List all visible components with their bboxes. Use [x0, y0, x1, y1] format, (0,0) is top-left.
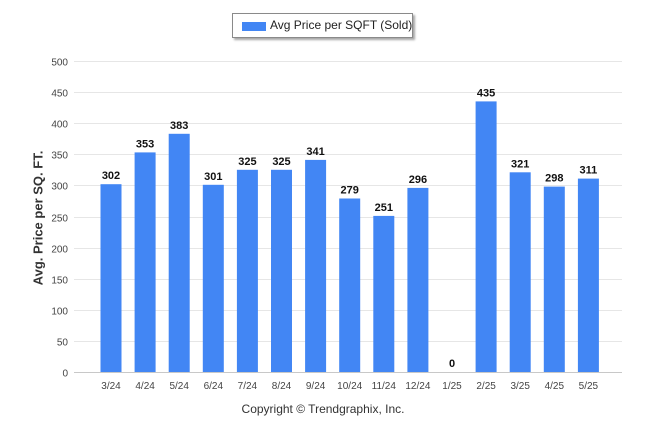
y-tick-label: 50 — [57, 338, 69, 349]
data-label: 0 — [449, 358, 455, 370]
data-label: 341 — [306, 146, 324, 158]
bar[interactable] — [475, 101, 497, 373]
data-label: 325 — [272, 156, 290, 168]
x-tick-label: 2/25 — [476, 381, 496, 392]
y-tick-label: 350 — [51, 151, 68, 162]
bar[interactable] — [271, 169, 292, 372]
bar[interactable] — [134, 152, 156, 372]
data-label: 301 — [204, 171, 222, 183]
data-label: 311 — [580, 165, 598, 177]
bar[interactable] — [168, 133, 190, 372]
bar[interactable] — [373, 215, 395, 372]
data-label: 435 — [477, 87, 495, 99]
bar[interactable] — [509, 172, 531, 372]
legend-swatch — [242, 22, 266, 31]
x-tick-label: 1/25 — [442, 381, 462, 392]
y-tick-label: 500 — [51, 58, 68, 69]
y-tick-label: 100 — [51, 307, 68, 318]
x-tick-label: 11/24 — [372, 381, 397, 392]
x-tick-label: 10/24 — [337, 381, 362, 392]
bar[interactable] — [100, 184, 122, 372]
x-tick-label: 4/25 — [545, 381, 565, 392]
data-label: 279 — [341, 185, 359, 197]
bar[interactable] — [202, 184, 224, 372]
bar[interactable] — [236, 169, 258, 372]
legend-label: Avg Price per SQFT (Sold) — [270, 18, 413, 32]
bar[interactable] — [339, 198, 361, 373]
bar[interactable] — [305, 159, 327, 372]
legend[interactable]: Avg Price per SQFT (Sold) — [232, 13, 413, 38]
y-axis-ticks: 0 50 100 150 200 250 300 350 400 450 500 — [51, 58, 68, 380]
data-label: 296 — [409, 174, 427, 186]
y-tick-label: 150 — [51, 276, 68, 287]
data-labels: 302 353 383 301 325 325 341 279 251 296 0 435 321 298… — [102, 87, 597, 370]
x-tick-label: 4/24 — [135, 381, 155, 392]
x-tick-label: 3/25 — [510, 381, 530, 392]
bar[interactable] — [407, 187, 429, 372]
y-tick-label: 200 — [51, 245, 68, 256]
x-tick-label: 6/24 — [204, 381, 224, 392]
data-label: 321 — [511, 158, 529, 170]
data-label: 353 — [136, 138, 154, 150]
bar[interactable] — [577, 178, 599, 372]
bars — [100, 101, 599, 373]
x-tick-label: 3/24 — [101, 381, 121, 392]
x-tick-label: 9/24 — [306, 381, 326, 392]
bar[interactable] — [543, 186, 565, 372]
y-tick-label: 450 — [51, 89, 68, 100]
y-tick-label: 0 — [62, 369, 68, 380]
copyright-footer: Copyright © Trendgraphix, Inc. — [241, 402, 405, 416]
y-tick-label: 300 — [51, 182, 68, 193]
data-label: 251 — [375, 202, 393, 214]
data-label: 298 — [545, 173, 563, 185]
x-tick-label: 8/24 — [272, 381, 292, 392]
data-label: 302 — [102, 170, 120, 182]
y-axis-title: Avg. Price per SQ. FT. — [30, 150, 46, 286]
x-axis: 3/24 4/24 5/24 6/24 7/24 8/24 9/24 10/24 11/24 12… — [74, 372, 622, 392]
x-tick-label: 5/24 — [169, 381, 189, 392]
y-tick-label: 250 — [51, 214, 68, 225]
data-label: 383 — [170, 120, 188, 132]
x-tick-label: 5/25 — [579, 381, 599, 392]
x-tick-label: 7/24 — [238, 381, 258, 392]
y-tick-label: 400 — [51, 120, 68, 131]
data-label: 325 — [238, 156, 256, 168]
x-tick-label: 12/24 — [405, 381, 430, 392]
